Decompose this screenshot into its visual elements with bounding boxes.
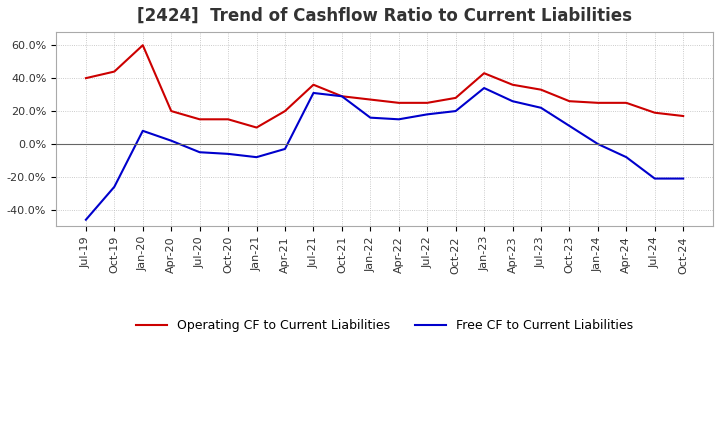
Operating CF to Current Liabilities [622,100,631,106]
Free CF to Current Liabilities [536,105,545,110]
Operating CF to Current Liabilities [366,97,374,102]
Free CF to Current Liabilities [110,184,119,190]
Operating CF to Current Liabilities [224,117,233,122]
Line: Free CF to Current Liabilities: Free CF to Current Liabilities [86,88,683,220]
Free CF to Current Liabilities [366,115,374,120]
Operating CF to Current Liabilities [167,108,176,114]
Free CF to Current Liabilities [508,99,517,104]
Free CF to Current Liabilities [138,128,147,133]
Free CF to Current Liabilities [679,176,688,181]
Free CF to Current Liabilities [309,90,318,95]
Free CF to Current Liabilities [565,123,574,128]
Operating CF to Current Liabilities [138,43,147,48]
Title: [2424]  Trend of Cashflow Ratio to Current Liabilities: [2424] Trend of Cashflow Ratio to Curren… [137,7,632,25]
Free CF to Current Liabilities [252,154,261,160]
Operating CF to Current Liabilities [423,100,431,106]
Operating CF to Current Liabilities [281,108,289,114]
Free CF to Current Liabilities [650,176,659,181]
Operating CF to Current Liabilities [679,114,688,119]
Operating CF to Current Liabilities [536,87,545,92]
Free CF to Current Liabilities [593,141,602,147]
Free CF to Current Liabilities [167,138,176,143]
Operating CF to Current Liabilities [480,70,488,76]
Line: Operating CF to Current Liabilities: Operating CF to Current Liabilities [86,45,683,128]
Free CF to Current Liabilities [451,108,460,114]
Operating CF to Current Liabilities [81,76,90,81]
Operating CF to Current Liabilities [252,125,261,130]
Operating CF to Current Liabilities [650,110,659,115]
Operating CF to Current Liabilities [338,94,346,99]
Operating CF to Current Liabilities [565,99,574,104]
Legend: Operating CF to Current Liabilities, Free CF to Current Liabilities: Operating CF to Current Liabilities, Fre… [130,314,639,337]
Operating CF to Current Liabilities [195,117,204,122]
Free CF to Current Liabilities [622,154,631,160]
Free CF to Current Liabilities [338,94,346,99]
Free CF to Current Liabilities [423,112,431,117]
Free CF to Current Liabilities [195,150,204,155]
Free CF to Current Liabilities [395,117,403,122]
Operating CF to Current Liabilities [309,82,318,88]
Free CF to Current Liabilities [480,85,488,91]
Free CF to Current Liabilities [281,146,289,151]
Operating CF to Current Liabilities [508,82,517,88]
Free CF to Current Liabilities [81,217,90,222]
Free CF to Current Liabilities [224,151,233,157]
Operating CF to Current Liabilities [451,95,460,101]
Operating CF to Current Liabilities [110,69,119,74]
Operating CF to Current Liabilities [395,100,403,106]
Operating CF to Current Liabilities [593,100,602,106]
